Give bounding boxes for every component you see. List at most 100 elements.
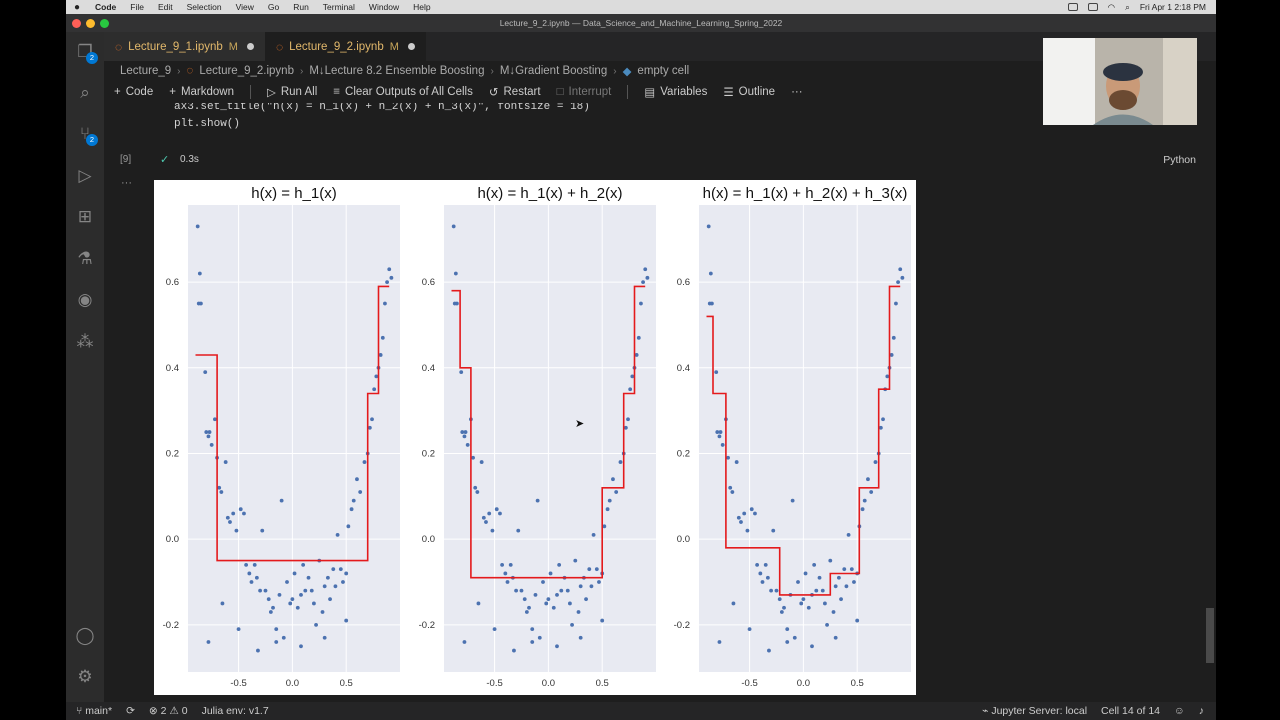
data-point (578, 584, 583, 589)
data-point (349, 507, 354, 512)
problems-indicator[interactable]: ⊗ 2 ⚠ 0 (149, 705, 188, 717)
breadcrumb-file[interactable]: Lecture_9_2.ipynb (199, 65, 294, 77)
menu-terminal[interactable]: Terminal (322, 2, 355, 12)
search-sidebar-icon[interactable]: ⌕ (80, 83, 90, 102)
unsaved-dot-icon[interactable] (407, 43, 415, 50)
data-point (455, 301, 459, 306)
remote-icon[interactable]: ⁂ (76, 332, 94, 351)
run-all-button[interactable]: ▷ Run All (267, 85, 317, 99)
maximize-window-icon[interactable] (100, 19, 109, 28)
jupyter-icon: ◌ (275, 39, 284, 54)
data-point (628, 387, 633, 392)
cell-language[interactable]: Python (1163, 154, 1196, 166)
data-point (530, 640, 535, 644)
data-point (866, 477, 870, 482)
search-icon[interactable]: ⌕ (1125, 1, 1130, 12)
stop-icon: □ (556, 86, 564, 98)
add-markdown-button[interactable]: + Markdown (169, 86, 234, 98)
data-point (220, 601, 225, 606)
code-line[interactable]: plt.show() (174, 118, 241, 130)
data-point (346, 524, 351, 529)
data-point (453, 271, 458, 276)
breadcrumb-subsection[interactable]: M↓Gradient Boosting (499, 65, 608, 77)
menu-window[interactable]: Window (368, 2, 400, 12)
data-point (462, 640, 467, 644)
data-point (785, 640, 790, 644)
tab-label: Lecture_9_2.ipynb (289, 40, 384, 53)
data-point (589, 584, 594, 589)
testing-icon[interactable]: ⚗ (77, 249, 93, 268)
minimize-window-icon[interactable] (86, 19, 95, 28)
extensions-icon[interactable]: ⊞ (77, 207, 93, 226)
menu-selection[interactable]: Selection (186, 2, 222, 12)
feedback-icon[interactable]: ☺ (1174, 705, 1185, 717)
menu-edit[interactable]: Edit (157, 2, 173, 12)
data-point (790, 498, 795, 503)
variables-button[interactable]: ▤ Variables (644, 85, 707, 99)
explorer-icon[interactable]: ❐ 2 (75, 42, 98, 64)
bell-icon[interactable]: ♪ (1198, 705, 1204, 717)
server-icon: ⌁ (982, 705, 992, 717)
interrupt-button[interactable]: □ Interrupt (557, 86, 612, 98)
clear-outputs-button[interactable]: ≡ Clear Outputs of All Cells (333, 86, 473, 98)
menu-file[interactable]: File (130, 2, 144, 12)
cell-indicator[interactable]: Cell 14 of 14 (1101, 705, 1161, 717)
more-actions-button[interactable]: ··· (791, 86, 803, 98)
run-debug-icon[interactable]: ▷ (78, 166, 92, 185)
data-point (277, 592, 282, 597)
data-point (742, 511, 747, 516)
breadcrumb-folder[interactable]: Lecture_9 (120, 65, 172, 77)
add-code-button[interactable]: + Code (114, 86, 153, 98)
window-title: Lecture_9_2.ipynb — Data_Science_and_Mac… (499, 18, 783, 28)
menu-clock[interactable]: Fri Apr 1 2:18 PM (1139, 2, 1206, 12)
jupyter-server[interactable]: ⌁ Jupyter Server: local (982, 705, 1087, 717)
data-point (541, 580, 545, 584)
status-icon[interactable] (1067, 3, 1078, 11)
menu-help[interactable]: Help (413, 2, 431, 12)
data-point (584, 597, 588, 602)
data-point (726, 455, 730, 460)
data-point (217, 485, 222, 490)
output-more-button[interactable]: ··· (121, 177, 132, 189)
unsaved-dot-icon[interactable] (246, 43, 254, 50)
breadcrumb-section[interactable]: M↓Lecture 8.2 Ensemble Boosting (309, 65, 485, 77)
julia-env[interactable]: Julia env: v1.7 (201, 705, 269, 717)
plus-icon: + (169, 86, 176, 98)
y-tick-label: 0.6 (422, 277, 435, 288)
data-point (831, 610, 836, 614)
data-point (645, 275, 650, 280)
data-point (568, 601, 572, 606)
branch-indicator[interactable]: ⑂ main* (76, 705, 112, 717)
menu-view[interactable]: View (235, 2, 254, 12)
outline-button[interactable]: ☰ Outline (723, 85, 775, 99)
sync-icon[interactable]: ⟳ (126, 705, 135, 717)
data-point (490, 528, 495, 533)
subplot-title: h(x) = h_1(x) + h_2(x) + h_3(x) (703, 185, 908, 202)
apple-icon[interactable]: ● (73, 1, 81, 13)
source-control-icon[interactable]: ⑂ 2 (75, 124, 98, 146)
data-point (769, 588, 774, 593)
menu-run[interactable]: Run (293, 2, 309, 12)
tab-lecture-9-1[interactable]: ◌ Lecture_9_1.ipynb M (104, 32, 265, 61)
github-icon[interactable]: ◉ (77, 290, 93, 309)
x-tick-label: -0.5 (230, 678, 246, 689)
menu-app-name[interactable]: Code (95, 2, 117, 12)
subplot-3: -0.2 0.0 0.2 0.4 0.6 -0.5 0.0 0.5 h(x) = h_1(x) … (674, 185, 911, 689)
data-point (374, 374, 379, 379)
editor-scrollbar[interactable] (1206, 608, 1214, 663)
tab-lecture-9-2[interactable]: ◌ Lecture_9_2.ipynb M (264, 32, 426, 61)
data-point (254, 575, 259, 580)
variables-icon: ▤ (644, 87, 656, 99)
menu-go[interactable]: Go (267, 2, 280, 12)
data-point (494, 507, 499, 512)
account-icon[interactable]: ◯ (75, 626, 95, 645)
code-line[interactable]: ax3.set_title("h(x) = h_1(x) + h_2(x) + … (174, 103, 590, 113)
breadcrumb-cell[interactable]: empty cell (637, 65, 690, 77)
data-point (774, 588, 779, 593)
gear-icon[interactable]: ⚙ (77, 667, 93, 686)
close-window-icon[interactable] (72, 19, 81, 28)
battery-icon[interactable] (1087, 3, 1098, 11)
data-point (544, 601, 549, 606)
wifi-icon[interactable]: ◠ (1107, 1, 1116, 12)
restart-button[interactable]: ↺ Restart (489, 85, 541, 99)
